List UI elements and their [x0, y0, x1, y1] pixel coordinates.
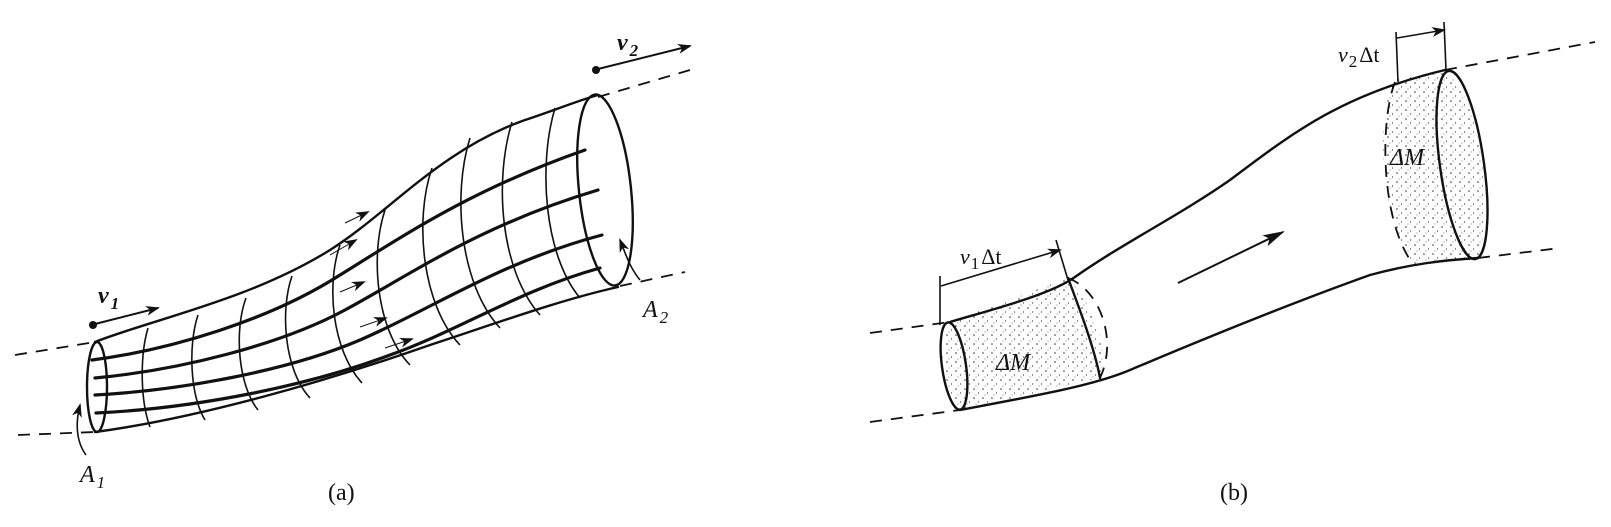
- dashed-streamline-b-bottom-left: [869, 409, 961, 423]
- cross-section-rings: [141, 107, 581, 428]
- v1-arrow: [94, 306, 160, 325]
- v1dt-dimension-arrow: [940, 248, 1062, 287]
- delta-m-left-label: ΔM: [995, 350, 1032, 376]
- v1dt-extension-right: [1055, 239, 1069, 281]
- dashed-streamline-top-right: [597, 69, 691, 98]
- a2-pointer: [619, 238, 641, 281]
- dashed-streamline-top-left: [14, 341, 96, 356]
- flow-arrows: [329, 211, 414, 349]
- flow-direction-arrow: [1177, 231, 1285, 284]
- left-end-section-dashed: [1067, 277, 1108, 379]
- left-start-section: [939, 321, 969, 411]
- v2dt-extension-left: [1395, 31, 1399, 83]
- dashed-streamline-bottom-right: [619, 271, 686, 287]
- right-end-section: [1435, 69, 1489, 261]
- tube-bottom-edge: [93, 285, 620, 434]
- a1-pointer: [72, 403, 87, 456]
- dashed-streamline-b-top-left: [869, 321, 951, 334]
- panel-a-flow-tube: [14, 44, 692, 456]
- v2dt-extension-right: [1443, 21, 1447, 71]
- panel-b-flow-tube: [869, 21, 1596, 423]
- dashed-streamline-b-bottom-right: [1477, 247, 1561, 259]
- v1-point: [89, 321, 97, 329]
- right-start-section-dashed: [1384, 81, 1414, 265]
- fluid-slab-right: [1383, 70, 1486, 264]
- tube-b-top-edge: [948, 68, 1447, 324]
- v2dt-label: v2Δt: [1338, 42, 1380, 71]
- v2-arrow: [597, 44, 692, 70]
- streamlines: [90, 148, 604, 415]
- caption-a: (a): [328, 480, 355, 506]
- outlet-cross-section: [576, 93, 634, 287]
- inlet-cross-section: [85, 340, 109, 434]
- left-end-section-solid: [1066, 276, 1102, 380]
- fluid-slab-left: [942, 278, 1103, 410]
- caption-b: (b): [1220, 480, 1248, 506]
- tube-b-bottom-edge: [958, 256, 1480, 412]
- delta-m-right-label: ΔM: [1389, 145, 1426, 171]
- v1dt-label: v1Δt: [960, 244, 1002, 273]
- v2-point: [592, 66, 600, 74]
- dashed-streamline-bottom-left: [17, 431, 96, 436]
- tube-top-edge: [93, 93, 600, 344]
- dashed-streamline-b-top-right: [1444, 41, 1596, 71]
- v2dt-dimension-arrow: [1396, 27, 1446, 39]
